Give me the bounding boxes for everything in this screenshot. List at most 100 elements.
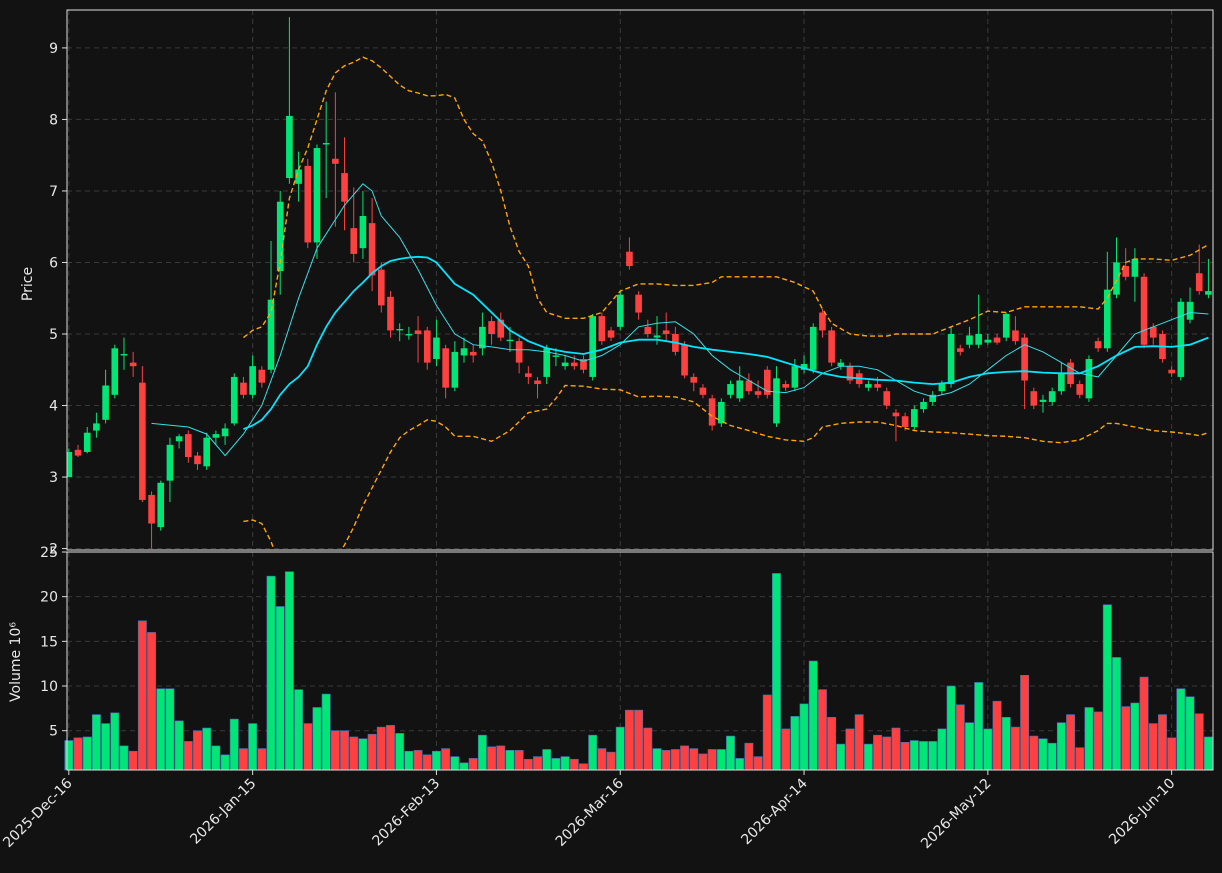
volume-bar <box>1185 696 1195 771</box>
candle-body <box>469 351 477 356</box>
volume-bar <box>542 749 552 771</box>
candle-body <box>111 348 119 395</box>
volume-bar <box>716 749 726 771</box>
candle-body <box>1021 337 1028 381</box>
candle-body <box>938 384 946 392</box>
volume-bar <box>1047 742 1057 771</box>
candle-body <box>93 423 100 431</box>
volume-bar <box>744 742 754 771</box>
volume-bar <box>863 743 873 771</box>
candle-body <box>139 382 146 500</box>
volume-bar <box>441 748 451 771</box>
volume-bar <box>762 694 772 771</box>
volume-bar <box>193 730 202 771</box>
volume-bar <box>395 733 405 771</box>
volume-bar <box>284 571 294 771</box>
volume-bar <box>413 750 423 771</box>
volume-bar <box>422 754 432 771</box>
volume-bar <box>753 756 763 771</box>
volume-bar <box>303 723 313 771</box>
volume-bar <box>450 756 460 771</box>
volume-bar <box>707 749 717 771</box>
volume-tick-label: 5 <box>49 724 58 740</box>
candle-body <box>708 398 716 426</box>
y-tick-label: 4 <box>49 399 58 415</box>
candle-body <box>1195 273 1203 292</box>
y-tick-label: 5 <box>49 327 58 343</box>
volume-bar <box>790 716 800 771</box>
volume-bar <box>606 751 616 771</box>
candle-body <box>598 316 606 342</box>
candle-body <box>635 294 642 313</box>
volume-bar <box>670 749 680 771</box>
candle-body <box>442 348 449 388</box>
candle-body <box>194 455 201 465</box>
volume-bar <box>827 716 837 771</box>
candle-body <box>1186 301 1194 320</box>
candle-body <box>249 366 256 395</box>
price-plot <box>67 17 1212 550</box>
candle-body <box>901 416 909 427</box>
candle-body <box>387 296 394 331</box>
volume-bar <box>266 575 276 771</box>
candle-body <box>1030 391 1038 406</box>
volume-bar <box>652 748 662 771</box>
candle-body <box>727 384 734 395</box>
volume-bar <box>312 707 322 771</box>
candle-body <box>304 165 312 243</box>
volume-bar <box>514 750 524 771</box>
candle-body <box>1205 291 1212 295</box>
volume-bar <box>459 762 469 771</box>
candle-body <box>414 330 422 334</box>
candle-body <box>515 341 523 363</box>
volume-bar <box>928 741 938 771</box>
volume-bar <box>137 620 147 771</box>
candle-body <box>1058 373 1065 392</box>
candle-body <box>359 215 367 249</box>
volume-bar <box>551 758 561 771</box>
candle-body <box>763 369 771 395</box>
candle-body <box>1149 326 1157 338</box>
volume-bar <box>597 748 607 771</box>
volume-bar <box>294 689 304 771</box>
volume-bar <box>624 709 634 771</box>
candle-body <box>984 339 992 343</box>
candle-body <box>589 316 596 377</box>
candle-body <box>313 148 321 243</box>
overlay-line <box>151 183 1209 457</box>
candle-body <box>626 251 633 267</box>
volume-tick-label: 15 <box>40 634 58 650</box>
candle-body <box>718 401 725 424</box>
candle-body <box>1177 301 1185 377</box>
candle-body <box>561 362 569 367</box>
volume-bar <box>588 734 598 771</box>
volume-bar <box>239 748 248 771</box>
volume-bar <box>165 688 175 771</box>
overlay-line <box>243 384 1209 550</box>
y-tick-label: 6 <box>49 255 58 271</box>
candle-body <box>230 376 238 424</box>
volume-bar <box>965 722 974 771</box>
candle-body <box>286 115 293 179</box>
candle-body <box>368 223 376 276</box>
volume-bar <box>1084 707 1094 771</box>
candle-body <box>1131 258 1139 277</box>
volume-bar <box>615 726 625 771</box>
candle-body <box>534 380 541 385</box>
candle-body <box>580 359 587 370</box>
volume-bar <box>82 736 92 771</box>
candle-body <box>681 344 688 376</box>
volume-bar <box>726 735 735 771</box>
candle-body <box>745 380 753 392</box>
candle-body <box>552 355 560 357</box>
candle-body <box>295 169 302 184</box>
candle-body <box>699 387 707 395</box>
candle-body <box>1002 313 1010 338</box>
volume-bar <box>992 700 1002 771</box>
candle-body <box>874 384 881 388</box>
volume-bar <box>432 750 441 771</box>
candle-body <box>212 434 220 438</box>
candle-body <box>809 326 817 370</box>
candle-body <box>800 364 808 370</box>
volume-bar <box>147 632 156 771</box>
